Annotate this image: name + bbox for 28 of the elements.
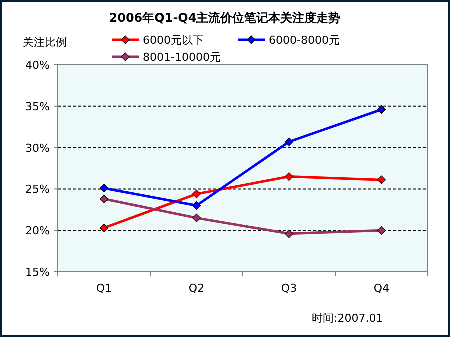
- legend-label: 6000元以下: [143, 34, 204, 47]
- y-axis-title: 关注比例: [23, 36, 67, 49]
- point: [284, 230, 294, 238]
- point: [377, 226, 386, 235]
- x-tick-label: Q4: [374, 282, 390, 295]
- y-tick-label: 35%: [26, 100, 50, 114]
- text: 时间:2007.01: [312, 312, 384, 325]
- point: [100, 184, 109, 193]
- point: [100, 194, 109, 204]
- point: [100, 224, 109, 232]
- legend-label: 6000-8000元: [269, 34, 340, 47]
- y-tick-label: 15%: [26, 266, 50, 279]
- x-tick-label: Q2: [188, 282, 205, 295]
- y-tick-label: 20%: [26, 224, 50, 238]
- chart-title: 2006年Q1-Q4主流价位笔记本关注度走势: [109, 11, 341, 25]
- legend-label: 8001-10000元: [143, 51, 221, 64]
- point: [377, 176, 386, 184]
- y-tick-label: 25%: [26, 183, 50, 196]
- x-tick-label: Q1: [96, 282, 112, 295]
- point: [284, 172, 294, 182]
- y-tick-label: 30%: [26, 142, 50, 155]
- x-tick-label: Q3: [281, 282, 298, 295]
- point: [192, 214, 202, 222]
- point: [284, 138, 294, 146]
- point: [192, 190, 202, 198]
- y-tick-label: 40%: [26, 59, 50, 72]
- point: [377, 105, 386, 114]
- point: [192, 201, 202, 210]
